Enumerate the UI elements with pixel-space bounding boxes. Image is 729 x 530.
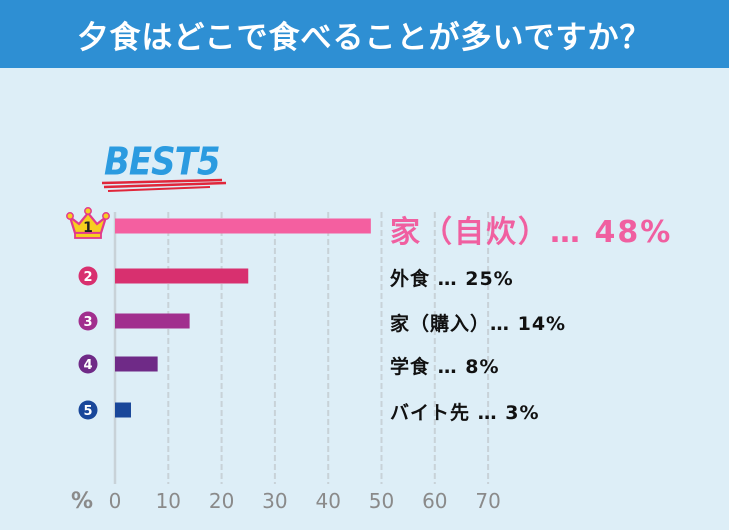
bar-label: バイト先 … 3% [390,402,540,425]
tick-label: 0 [109,489,122,513]
bar-label: 学食 … 8% [390,356,500,379]
crown-icon [66,207,110,239]
bar [115,402,131,418]
bar [115,356,158,372]
bar [115,218,371,234]
rank-circle-icon [78,311,98,331]
tick-label: 20 [209,489,234,513]
bar-label: 外食 … 25% [390,268,514,291]
rank-number: 5 [83,404,92,419]
page-title: 夕食はどこで食べることが多いですか？ [77,19,652,56]
bar-label: 家（購入）… 14% [390,313,567,336]
rank-circle-icon [78,400,98,420]
x-axis-label: % [71,489,93,514]
tick-label: 70 [475,489,500,513]
bar [115,268,249,284]
best5-underline-icon [101,178,227,192]
rank-circle-icon [78,354,98,374]
tick-label: 60 [422,489,447,513]
tick-label: 10 [156,489,181,513]
bar [115,313,190,329]
tick-label: 40 [315,489,340,513]
tick-label: 30 [262,489,287,513]
rank-number: 4 [83,358,92,373]
rank-number: 3 [83,315,92,330]
tick-label: 50 [369,489,394,513]
bar-label: 家（自炊）… 48% [390,215,673,251]
rank-circle-icon [78,266,98,286]
rank-number: 2 [83,270,92,285]
best5-badge: BEST5 [104,139,220,185]
rank-number: 1 [83,220,93,236]
title-bar: 夕食はどこで食べることが多いですか？ [0,0,729,68]
